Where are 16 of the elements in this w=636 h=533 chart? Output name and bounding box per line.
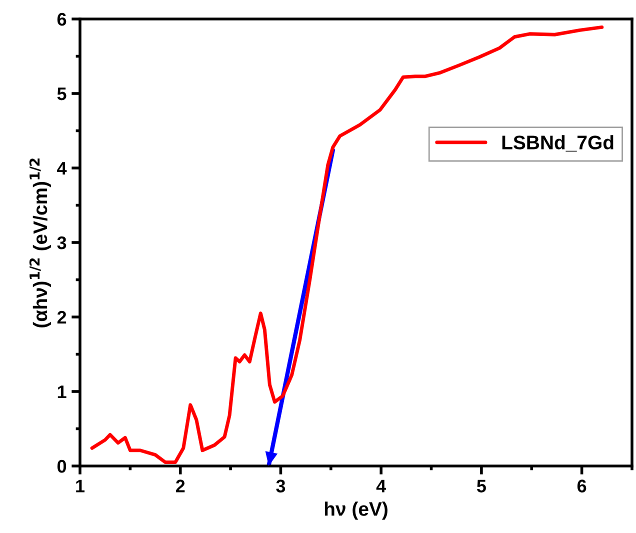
legend-label: LSBNd_7Gd [502,135,614,152]
x-tick-label: 4 [376,480,386,492]
x-tick-label: 3 [276,480,286,492]
x-axis-title: hν (eV) [324,502,388,520]
y-tick-label: 4 [57,162,67,175]
y-tick-label: 2 [57,310,66,324]
x-tick-label: 5 [476,480,486,492]
y-tick-label: 5 [57,88,66,100]
y-tick-label: 3 [57,236,66,250]
y-tick-label: 1 [58,386,66,398]
x-tick-label: 1 [76,480,85,492]
y-tick-label: 6 [57,12,66,26]
x-tick-label: 2 [176,480,185,492]
y-tick-label: 0 [57,460,66,473]
x-tick-label: 6 [577,480,586,492]
y-axis-title: (αhν)$^{1/2}$ (eV/cm)$^{1/2}$ [29,158,52,328]
